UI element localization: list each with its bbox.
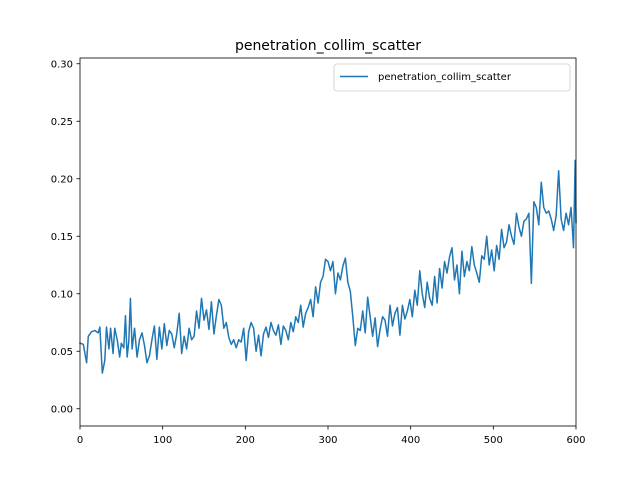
- y-tick-label: 0.25: [51, 117, 73, 128]
- axes: 0 100 200 300 400 500 600 0.00 0.05 0.10 0.15 0.20 0…: [51, 57, 586, 446]
- y-tick-label: 0.00: [51, 404, 73, 415]
- x-tick-label: 100: [153, 435, 172, 446]
- x-tick-label: 600: [566, 435, 585, 446]
- axes-frame: [79, 57, 577, 427]
- x-tick-label: 400: [401, 435, 420, 446]
- y-tick-label: 0.20: [51, 174, 73, 185]
- plot-area: [79, 159, 577, 374]
- legend-label: penetration_collim_scatter: [378, 72, 512, 83]
- x-tick-label: 0: [77, 435, 83, 446]
- y-tick-label: 0.10: [51, 289, 73, 300]
- x-tick-label: 200: [236, 435, 255, 446]
- y-tick-label: 0.30: [51, 59, 73, 70]
- y-tick-label: 0.15: [51, 232, 73, 243]
- legend-box: [333, 63, 571, 92]
- y-tick-label: 0.05: [51, 347, 73, 358]
- chart-title: penetration_collim_scatter: [235, 38, 421, 54]
- legend: penetration_collim_scatter: [333, 63, 571, 92]
- x-tick-label: 300: [318, 435, 337, 446]
- x-tick-label: 500: [484, 435, 503, 446]
- series-line-0: [79, 159, 577, 374]
